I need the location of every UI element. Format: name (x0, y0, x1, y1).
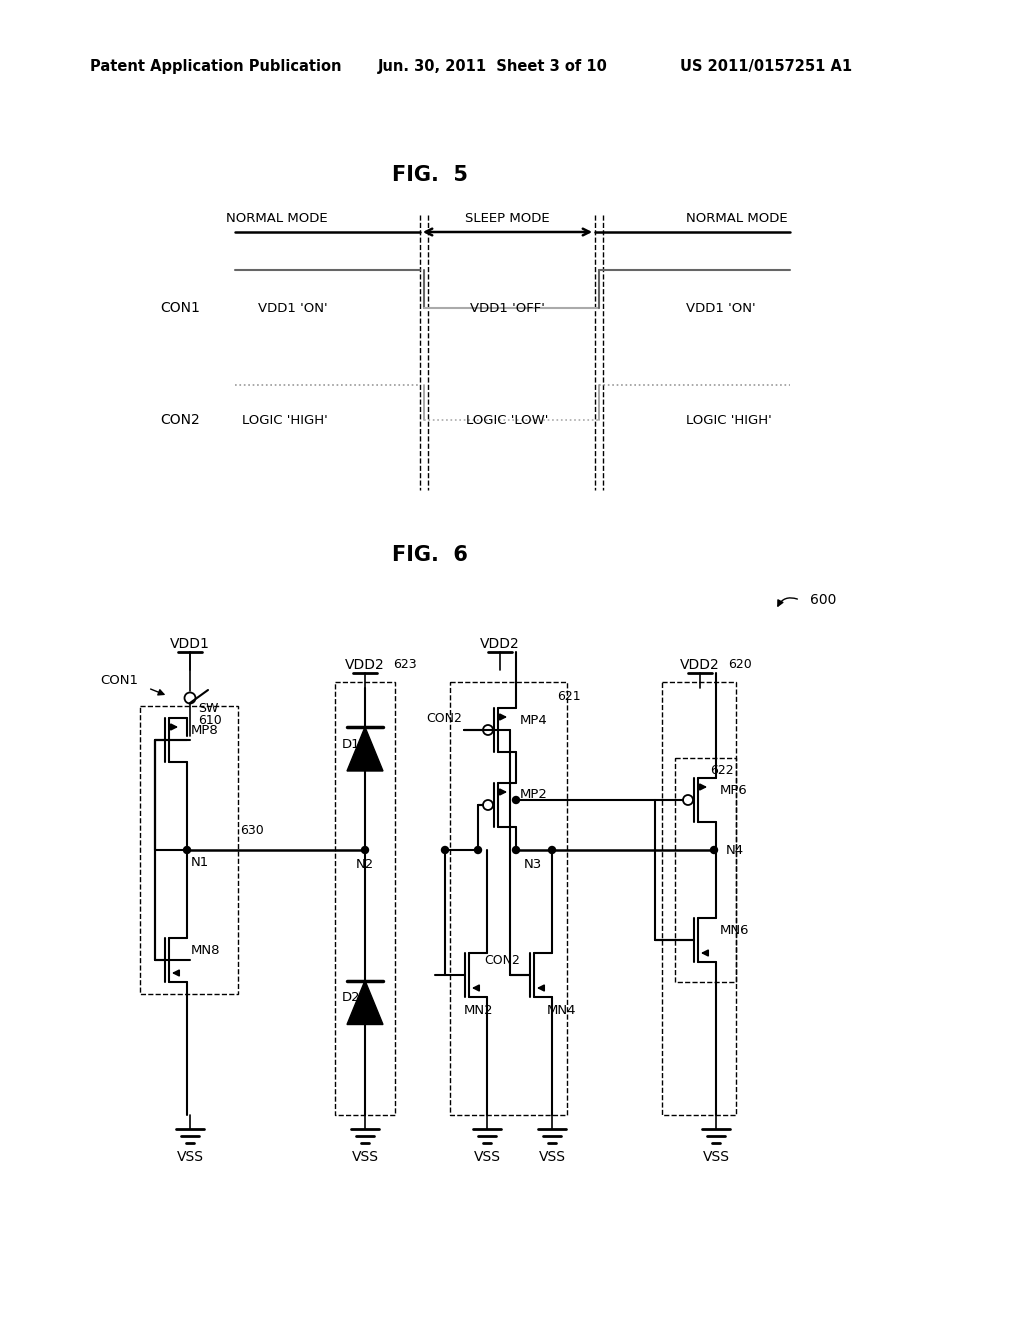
Text: MP8: MP8 (191, 723, 219, 737)
Text: N4: N4 (726, 843, 744, 857)
Circle shape (512, 796, 519, 804)
Text: MN4: MN4 (547, 1005, 577, 1018)
Text: Jun. 30, 2011  Sheet 3 of 10: Jun. 30, 2011 Sheet 3 of 10 (378, 59, 608, 74)
Text: LOGIC 'HIGH': LOGIC 'HIGH' (686, 413, 772, 426)
Text: VDD1 'OFF': VDD1 'OFF' (470, 301, 545, 314)
Text: FIG.  6: FIG. 6 (392, 545, 468, 565)
Text: D2: D2 (341, 991, 360, 1005)
Text: US 2011/0157251 A1: US 2011/0157251 A1 (680, 59, 852, 74)
Text: MN8: MN8 (191, 944, 220, 957)
Text: MP2: MP2 (520, 788, 548, 801)
Text: 600: 600 (810, 593, 837, 607)
Circle shape (512, 846, 519, 854)
Text: CON1: CON1 (100, 673, 138, 686)
Circle shape (711, 846, 718, 854)
Text: CON2: CON2 (426, 711, 462, 725)
Text: MN2: MN2 (464, 1005, 494, 1018)
Text: NORMAL MODE: NORMAL MODE (226, 211, 328, 224)
Text: 621: 621 (557, 690, 581, 704)
Text: VDD1 'ON': VDD1 'ON' (686, 301, 756, 314)
Text: 610: 610 (198, 714, 222, 727)
Polygon shape (347, 981, 383, 1024)
Text: VDD1 'ON': VDD1 'ON' (258, 301, 328, 314)
Text: 620: 620 (728, 659, 752, 672)
Text: CON1: CON1 (160, 301, 200, 315)
Circle shape (361, 846, 369, 854)
Circle shape (549, 846, 555, 854)
Circle shape (441, 846, 449, 854)
Text: 623: 623 (393, 659, 417, 672)
Text: CON2: CON2 (160, 413, 200, 426)
Text: N3: N3 (524, 858, 543, 871)
Text: NORMAL MODE: NORMAL MODE (686, 211, 787, 224)
Text: VSS: VSS (539, 1150, 565, 1164)
Text: N2: N2 (356, 858, 374, 871)
Text: VDD2: VDD2 (480, 638, 520, 651)
Polygon shape (347, 727, 383, 771)
Text: VDD1: VDD1 (170, 638, 210, 651)
Text: LOGIC 'HIGH': LOGIC 'HIGH' (243, 413, 328, 426)
Text: MN6: MN6 (720, 924, 750, 936)
Text: MP4: MP4 (520, 714, 548, 726)
Text: VSS: VSS (351, 1150, 379, 1164)
Text: SLEEP MODE: SLEEP MODE (465, 211, 549, 224)
Text: D1: D1 (341, 738, 360, 751)
Circle shape (474, 846, 481, 854)
Text: VDD2: VDD2 (680, 657, 720, 672)
Text: VSS: VSS (702, 1150, 729, 1164)
Text: N1: N1 (191, 855, 209, 869)
Text: VSS: VSS (473, 1150, 501, 1164)
Text: SW: SW (198, 701, 218, 714)
Text: CON2: CON2 (484, 954, 520, 968)
Text: FIG.  5: FIG. 5 (392, 165, 468, 185)
Text: 630: 630 (240, 824, 264, 837)
Text: Patent Application Publication: Patent Application Publication (90, 59, 341, 74)
Circle shape (183, 846, 190, 854)
Text: MP6: MP6 (720, 784, 748, 796)
Text: LOGIC 'LOW': LOGIC 'LOW' (466, 413, 548, 426)
Text: VDD2: VDD2 (345, 657, 385, 672)
Text: 622: 622 (711, 763, 734, 776)
Text: VSS: VSS (176, 1150, 204, 1164)
